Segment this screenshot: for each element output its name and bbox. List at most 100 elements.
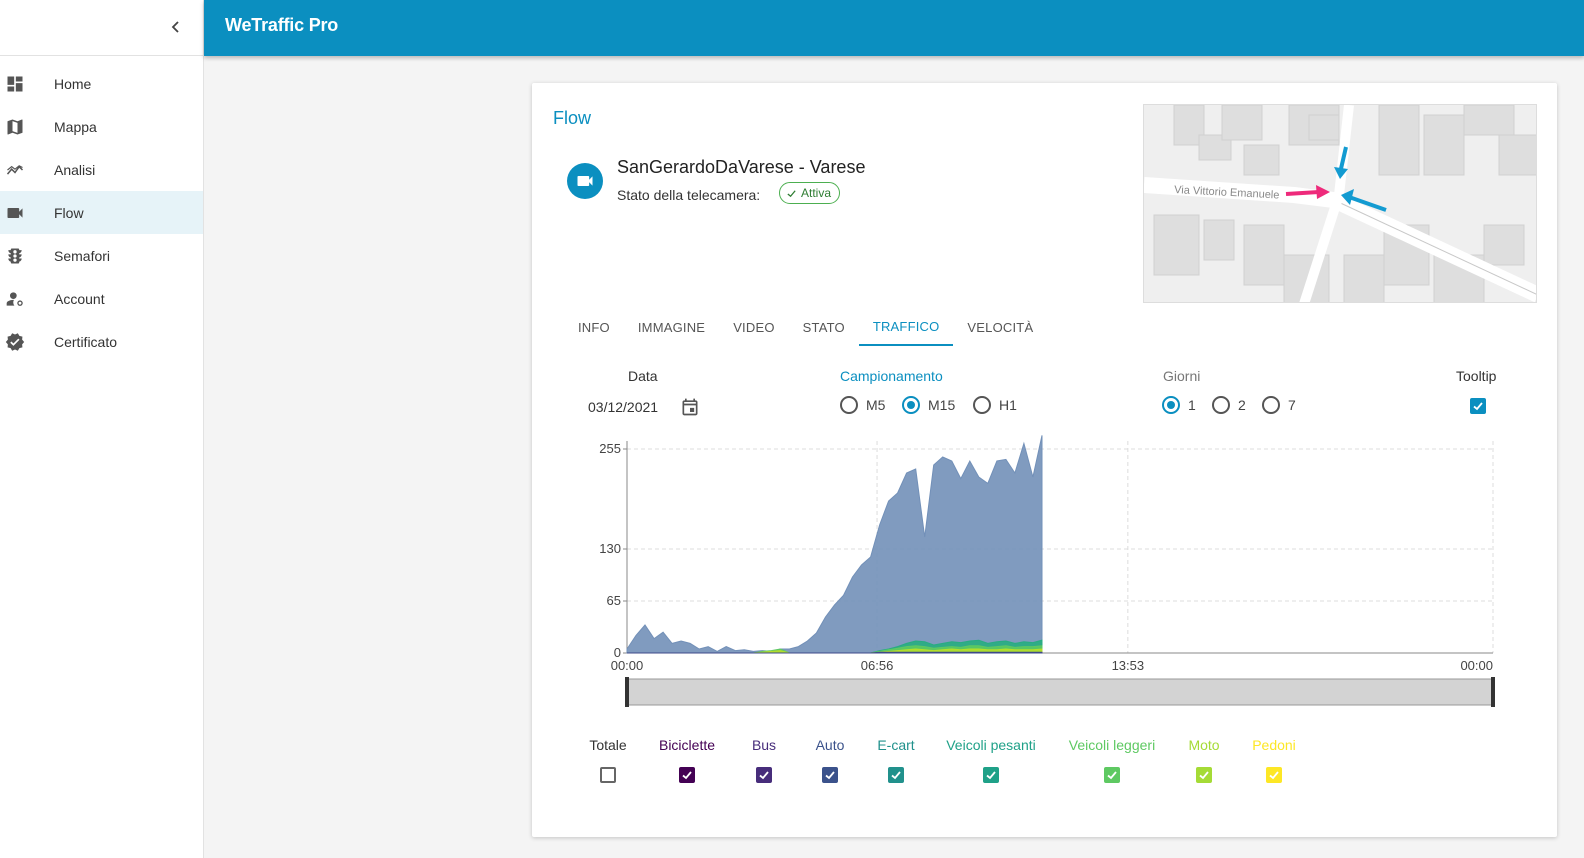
sidebar-item-certificato[interactable]: Certificato [0,320,203,363]
range-slider-handle-left [625,677,629,707]
legend-checkbox[interactable] [1266,767,1282,783]
tab-video[interactable]: VIDEO [733,319,775,335]
date-label: Data [628,368,658,384]
check-icon [759,771,769,780]
sampling-radio-h1[interactable]: H1 [973,396,1017,414]
legend-label: Bus [751,737,777,753]
sidebar-item-home[interactable]: Home [0,62,203,105]
legend-checkbox[interactable] [983,767,999,783]
sampling-radio-m15[interactable]: M15 [902,396,955,414]
status-badge: Attiva [779,182,841,204]
check-icon [1107,771,1117,780]
sidebar-item-mappa[interactable]: Mappa [0,105,203,148]
sidebar-item-account[interactable]: Account [0,277,203,320]
app-title: WeTraffic Pro [225,15,339,35]
y-tick-label: 65 [607,593,621,608]
videocam-icon [577,176,593,186]
sampling-radio-m5[interactable]: M5 [840,396,885,414]
radio-label: M15 [928,397,956,413]
tooltip-label: Tooltip [1456,368,1497,384]
camera-state-label: Stato della telecamera: [617,187,761,203]
analytics-icon [0,160,54,180]
x-tick-label: 06:56 [861,658,894,673]
sidebar-item-label: Mappa [54,118,97,135]
sidebar: Home Mappa Analisi Flow Semafori Account… [0,0,204,858]
check-icon [891,771,901,780]
sidebar-nav: Home Mappa Analisi Flow Semafori Account… [0,56,203,363]
camera-name: SanGerardoDaVarese - Varese [617,157,866,177]
y-tick-label: 0 [614,645,621,660]
chevron-left-icon [171,21,179,33]
legend-label: Veicoli leggeri [1068,737,1156,753]
legend-label: Moto [1188,737,1220,753]
top-app-bar: WeTraffic Pro [204,0,1584,56]
sidebar-item-analisi[interactable]: Analisi [0,148,203,191]
legend-label: Auto [815,737,845,753]
legend-checkbox[interactable] [679,767,695,783]
flow-card: Flow SanGerardoDaVarese - Varese Stato d… [532,83,1557,837]
sidebar-item-semafori[interactable]: Semafori [0,234,203,277]
collapse-sidebar-button[interactable] [166,16,186,38]
days-radio-2[interactable]: 2 [1212,396,1246,414]
legend-checkbox[interactable] [600,767,616,783]
legend-checkbox[interactable] [822,767,838,783]
check-icon [825,771,835,780]
sidebar-item-label: Analisi [54,161,96,178]
sidebar-item-flow[interactable]: Flow [0,191,203,234]
tab-stato[interactable]: STATO [802,319,845,335]
traffic-chart[interactable]: 0 65 130 255 00:00 06:56 13:53 00:00 [582,433,1502,713]
sidebar-item-label: Home [54,75,92,92]
sidebar-item-label: Certificato [54,333,118,350]
page-title: Flow [553,108,592,128]
series-area-auto [626,435,1043,654]
manage-account-icon [0,289,54,309]
series-area-bus [627,651,1043,654]
map-graphic: Via Vittorio Emanuele [1144,105,1536,302]
legend-label: Totale [589,737,627,753]
x-tick-label: 13:53 [1112,658,1145,673]
calendar-icon[interactable] [680,397,700,417]
tab-immagine[interactable]: IMMAGINE [637,319,706,335]
date-field[interactable]: 03/12/2021 [588,399,659,415]
legend-label: Pedoni [1252,737,1296,753]
status-badge-label: Attiva [801,186,832,200]
dashboard-icon [0,74,54,94]
y-tick-label: 255 [599,441,621,456]
legend-label: Veicoli pesanti [946,737,1036,753]
tab-velocita[interactable]: VELOCITÀ [967,319,1034,335]
sidebar-item-label: Account [54,290,105,307]
tab-bar: INFO IMMAGINE VIDEO STATO TRAFFICO VELOC… [564,308,1047,346]
camera-avatar [567,163,603,199]
radio-label: 2 [1238,397,1246,413]
tab-info[interactable]: INFO [578,319,610,335]
check-icon [1473,402,1483,411]
tooltip-checkbox[interactable] [1470,398,1486,414]
camera-map[interactable]: Via Vittorio Emanuele [1143,104,1537,303]
y-tick-label: 130 [599,541,621,556]
check-icon [1199,771,1209,780]
radio-label: H1 [999,397,1017,413]
map-icon [0,117,54,137]
traffic-light-icon [0,246,54,266]
check-icon [1269,771,1279,780]
map-street-label: Via Vittorio Emanuele [1174,184,1280,201]
sampling-label: Campionamento [840,368,943,384]
check-icon [787,189,796,197]
legend-checkbox[interactable] [888,767,904,783]
legend-checkbox[interactable] [1104,767,1120,783]
verified-icon [0,332,54,352]
days-label: Giorni [1163,368,1201,384]
tab-traffico[interactable]: TRAFFICO [858,308,954,346]
x-tick-label: 00:00 [611,658,644,673]
legend-label: E-cart [877,737,915,753]
sidebar-item-label: Flow [54,204,84,221]
legend-checkbox[interactable] [1196,767,1212,783]
days-radio-7[interactable]: 7 [1262,396,1296,414]
x-tick-label: 00:00 [1460,658,1493,673]
check-icon [682,771,692,780]
sidebar-header [0,0,203,56]
range-slider-track [626,678,1494,706]
legend-checkbox[interactable] [756,767,772,783]
days-radio-1[interactable]: 1 [1162,396,1196,414]
legend-label: Biciclette [658,737,716,753]
